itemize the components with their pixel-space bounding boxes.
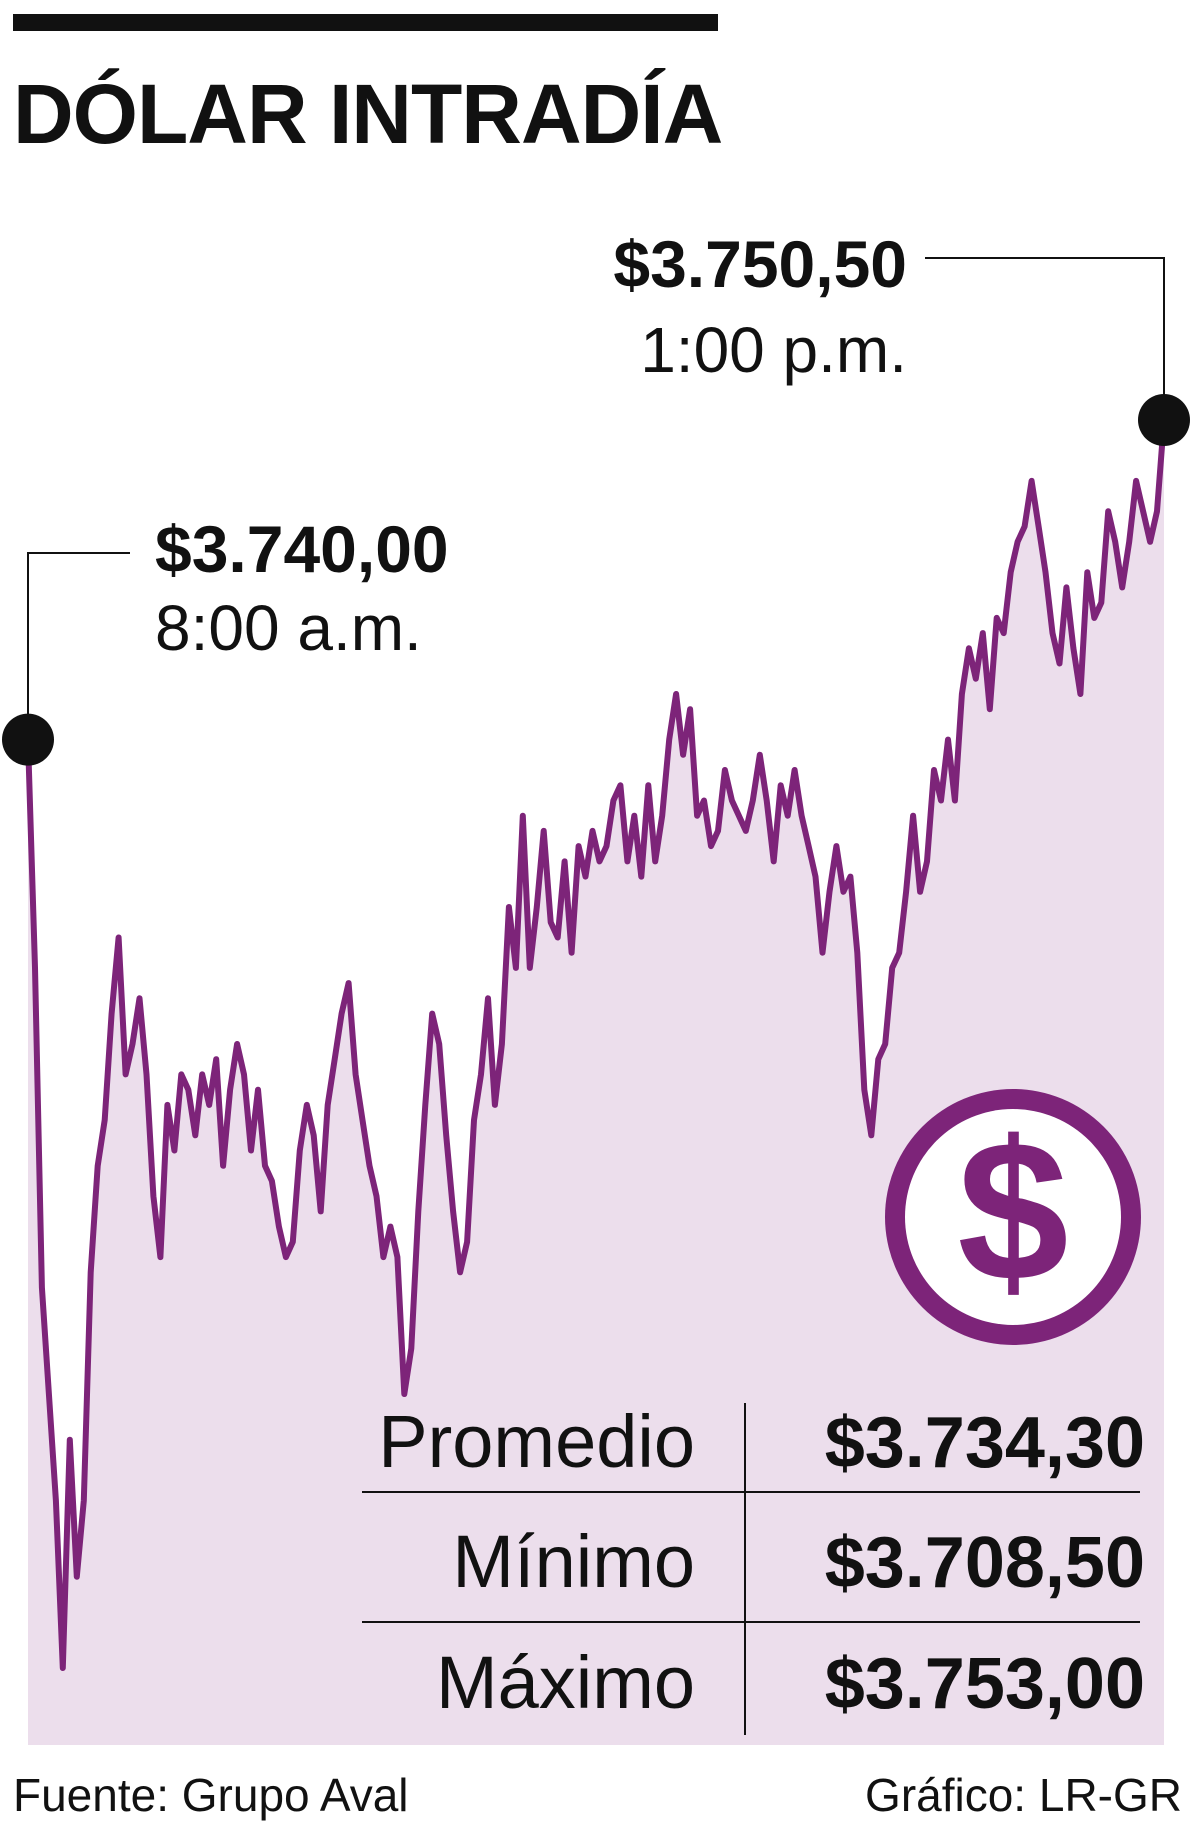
- stat-label-promedio: Promedio: [378, 1400, 695, 1483]
- end-value-label: $3.750,50: [613, 227, 907, 301]
- stat-label-minimo: Mínimo: [452, 1520, 695, 1603]
- source-note: Fuente: Grupo Aval: [13, 1769, 409, 1821]
- start-point-marker: [2, 713, 54, 766]
- stat-value-minimo: $3.708,50: [825, 1523, 1145, 1603]
- stats-table: Promedio $3.734,30 Mínimo $3.708,50 Máxi…: [362, 1400, 1145, 1735]
- stat-value-promedio: $3.734,30: [825, 1403, 1145, 1483]
- stat-value-maximo: $3.753,00: [825, 1644, 1145, 1724]
- end-point-marker: [1138, 394, 1190, 446]
- end-callout-line: [925, 257, 1165, 420]
- chart-title: DÓLAR INTRADÍA: [13, 67, 723, 161]
- svg-text:$: $: [957, 1100, 1068, 1323]
- start-time-label: 8:00 a.m.: [155, 592, 422, 664]
- dollar-coin-icon: $: [885, 1089, 1141, 1345]
- credit-note: Gráfico: LR-GR: [865, 1769, 1182, 1821]
- area-fill: [28, 420, 1164, 1745]
- start-callout-line: [27, 552, 130, 735]
- start-value-label: $3.740,00: [155, 512, 449, 586]
- stat-label-maximo: Máximo: [436, 1641, 695, 1724]
- title-rule: [13, 14, 718, 31]
- price-line: [25, 417, 1167, 1671]
- end-time-label: 1:00 p.m.: [640, 314, 907, 386]
